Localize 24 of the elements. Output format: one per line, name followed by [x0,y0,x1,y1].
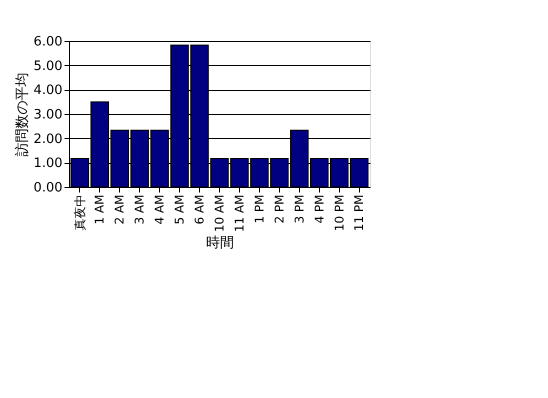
y-axis-title: 訪問数の平均 [14,72,31,156]
x-tick-label: 1 AM [92,194,107,225]
x-tick-label: 3 AM [132,194,147,225]
x-tick-label: 1 PM [252,194,266,224]
x-tick-label: 4 AM [152,194,167,225]
y-tick-label: 1.00 [34,156,62,172]
x-tick-label: 2 AM [112,194,127,225]
y-tick-label: 4.00 [34,83,62,98]
x-tick-label: 真夜中 [72,194,87,230]
x-tick-label: 6 AM [192,194,207,225]
y-tick-label: 0.00 [34,180,62,196]
y-tick-label: 3.00 [34,108,62,122]
x-tick-label: 5 AM [172,194,187,225]
y-tick-label: 2.00 [34,132,62,147]
y-tick-label: 5.00 [34,58,62,74]
x-axis-title: 時間 [206,235,234,252]
x-tick-label: 10 PM [332,194,346,232]
x-tick-label: 11 PM [352,194,366,232]
x-tick-label: 11 AM [232,194,246,232]
x-tick-label: 4 PM [312,194,326,224]
y-tick-label: 6.00 [34,34,62,50]
x-tick-label: 2 PM [272,194,286,224]
x-tick-label: 3 PM [292,194,306,224]
x-tick-label: 10 AM [212,194,226,232]
